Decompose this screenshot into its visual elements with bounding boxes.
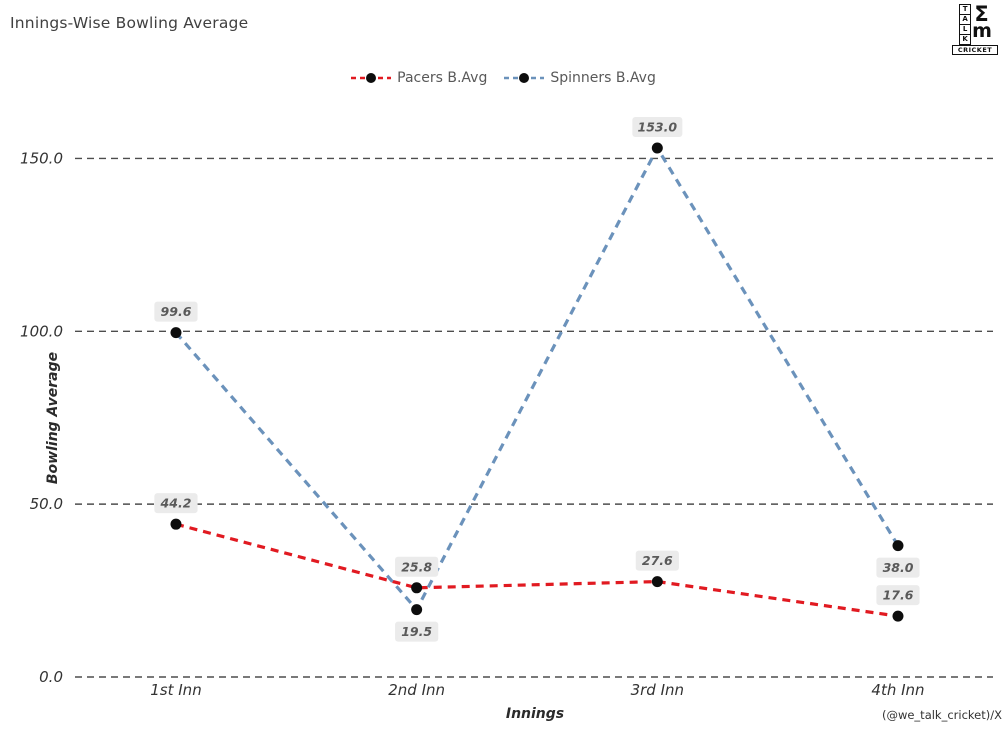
x-axis-tick-label: 2nd Inn: [388, 681, 445, 699]
data-label: 153.0: [638, 120, 678, 135]
legend-marker-icon: [351, 73, 392, 83]
y-axis-tick-label: 100.0: [20, 322, 63, 340]
legend-label: Spinners B.Avg: [550, 70, 656, 86]
data-label: 44.2: [160, 496, 192, 511]
data-label: 27.6: [642, 553, 673, 568]
logo-letter: K: [959, 34, 972, 45]
logo-cricket-text: CRICKET: [952, 45, 998, 55]
logo-talk-column: T A L K: [959, 4, 972, 45]
data-label-box: [635, 550, 679, 571]
data-label-box: [395, 556, 439, 577]
data-label-box: [154, 301, 198, 322]
data-label: 25.8: [401, 559, 432, 574]
x-axis-title: Innings: [505, 706, 565, 722]
credit-text: (@we_talk_cricket)/X: [881, 708, 1002, 722]
chart-title: Innings-Wise Bowling Average: [10, 14, 249, 32]
y-axis-tick-label: 150.0: [20, 149, 63, 167]
series-line: [175, 522, 899, 618]
data-label-box: [154, 493, 198, 514]
data-point: [892, 610, 904, 622]
legend-label: Pacers B.Avg: [397, 70, 488, 86]
x-axis-tick-label: 1st Inn: [150, 681, 201, 699]
logo-sigma-block: Σ m: [972, 2, 992, 42]
legend-item: Pacers B.Avg: [350, 70, 487, 86]
data-label: 17.6: [883, 588, 914, 603]
data-point: [411, 582, 423, 594]
data-label-box: [876, 585, 920, 606]
data-point: [651, 576, 663, 588]
logo-sigma-glyph: Σ: [974, 2, 989, 26]
talk-cricket-logo: T A L K Σ m CRICKET: [952, 2, 998, 55]
data-label: 19.5: [401, 624, 432, 639]
x-axis-tick-label: 4th Inn: [871, 681, 924, 699]
data-label-box: [395, 621, 439, 642]
data-point: [651, 142, 663, 154]
chart-legend: Pacers B.Avg Spinners B.Avg: [0, 70, 1006, 86]
logo-top: T A L K Σ m: [952, 2, 998, 45]
x-axis-tick-label: 3rd Inn: [631, 681, 684, 699]
legend-item: Spinners B.Avg: [503, 70, 656, 86]
y-axis-tick-label: 50.0: [30, 495, 63, 513]
data-label: 99.6: [161, 304, 192, 319]
data-label-box: [632, 117, 683, 138]
data-point: [170, 327, 182, 339]
data-point: [170, 518, 182, 530]
logo-m-glyph: m: [972, 20, 992, 42]
y-axis-title: Bowling Average: [45, 351, 61, 485]
y-axis-tick-label: 0.0: [39, 668, 63, 686]
series-line: [174, 144, 900, 613]
data-point: [411, 604, 423, 616]
data-label: 38.0: [883, 560, 914, 575]
data-point: [892, 540, 904, 552]
legend-marker-icon: [504, 73, 545, 83]
data-label-box: [876, 557, 920, 578]
